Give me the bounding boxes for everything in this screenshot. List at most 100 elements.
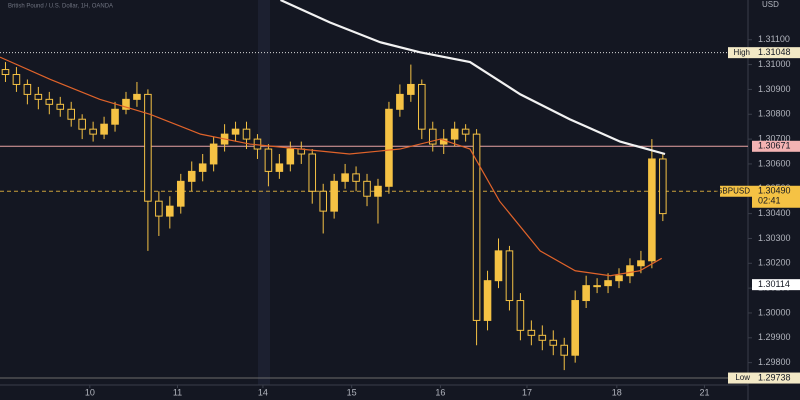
- price-tag-value: 1.30490: [758, 186, 791, 196]
- candle-body: [144, 93, 152, 202]
- y-tick-label: 1.30600: [758, 158, 791, 168]
- candle-body: [330, 180, 338, 212]
- y-tick-label: 1.29800: [758, 357, 791, 367]
- candle-body: [319, 190, 327, 212]
- candle-body: [166, 205, 174, 217]
- candle-body: [352, 173, 360, 182]
- price-tag-box: [752, 279, 800, 291]
- candle-body: [363, 180, 371, 197]
- candle-body: [604, 280, 612, 287]
- chart-title: British Pound / U.S. Dollar, 1H, OANDA: [8, 4, 113, 10]
- y-tick-label: 1.30700: [758, 133, 791, 143]
- price-tag-name-box: [720, 185, 752, 197]
- candle-body: [264, 148, 273, 172]
- candle-body: [593, 285, 601, 288]
- candle-body: [615, 275, 623, 282]
- candle-body: [78, 118, 86, 130]
- x-tick-label: 15: [347, 387, 357, 397]
- y-tick-label: 1.31100: [758, 34, 790, 44]
- x-tick-label: 17: [522, 387, 532, 397]
- price-tag-name-box: [728, 372, 752, 384]
- y-tick-label: 1.31000: [758, 59, 791, 69]
- candle-body: [461, 128, 470, 135]
- candle-body: [450, 128, 459, 140]
- candle-body: [505, 250, 514, 302]
- candle-body: [659, 158, 667, 215]
- currency-label: USD: [762, 0, 779, 9]
- candle-body: [12, 74, 21, 85]
- candle-body: [538, 334, 547, 341]
- candle-body: [483, 280, 492, 321]
- candle-body: [527, 329, 536, 336]
- price-tag-box: [752, 372, 800, 384]
- price-tag-box: [752, 140, 800, 152]
- price-tag-countdown: 02:41: [758, 196, 781, 206]
- candle-body: [187, 170, 196, 182]
- candle-body: [23, 83, 32, 95]
- candle-body: [45, 98, 54, 105]
- candle-body: [374, 185, 382, 197]
- x-tick-label: 21: [699, 387, 709, 397]
- candle-body: [516, 300, 525, 331]
- candle-body: [407, 83, 415, 95]
- candle-body: [341, 173, 349, 182]
- candle-body: [560, 344, 569, 356]
- candle-body: [100, 123, 108, 135]
- candle-body: [494, 250, 503, 282]
- candle-body: [549, 339, 558, 346]
- x-tick-label: 14: [258, 387, 268, 397]
- candle-body: [571, 300, 579, 356]
- y-tick-label: 1.30900: [758, 84, 791, 94]
- candle-body: [34, 93, 43, 100]
- candle-body: [155, 200, 163, 217]
- y-tick-label: 1.30000: [758, 307, 791, 317]
- y-tick-label: 1.29900: [758, 332, 791, 342]
- candle-body: [1, 69, 10, 76]
- candle-body: [308, 153, 317, 192]
- candle-body: [582, 285, 590, 302]
- price-tag-value: 1.29738: [758, 372, 791, 382]
- x-tick-label: 11: [173, 387, 182, 397]
- candle-body: [648, 158, 656, 262]
- candle-body: [209, 143, 218, 165]
- candle-body: [133, 93, 141, 100]
- session-band: [258, 0, 270, 385]
- candle-body: [242, 128, 251, 140]
- price-tag-value: 1.30671: [758, 141, 791, 151]
- price-tag-name: High: [734, 48, 750, 57]
- candle-body: [275, 163, 284, 172]
- price-tag-name: Low: [735, 373, 750, 382]
- moving-average: [280, 0, 666, 156]
- candle-body: [176, 180, 185, 207]
- y-tick-label: 1.30400: [758, 208, 791, 218]
- candle-body: [385, 108, 393, 187]
- candle-body: [472, 133, 481, 321]
- candle-body: [89, 128, 97, 135]
- candle-body: [637, 260, 645, 267]
- price-tag-value: 1.30114: [758, 279, 790, 289]
- candle-body: [111, 108, 119, 125]
- price-tag-name: GBPUSD: [716, 186, 750, 195]
- candle-body: [231, 128, 240, 135]
- candle-body: [286, 148, 295, 165]
- x-tick-label: 16: [435, 387, 445, 397]
- candle-body: [626, 265, 634, 277]
- price-tag-value: 1.31048: [758, 47, 791, 57]
- candle-body: [67, 108, 75, 120]
- candle-body: [418, 83, 426, 130]
- candle-body: [396, 93, 404, 110]
- y-tick-label: 1.30300: [758, 233, 791, 243]
- candle-body: [56, 103, 65, 110]
- x-tick-label: 10: [85, 387, 95, 397]
- price-tag-box: [752, 47, 800, 59]
- candle-body: [198, 163, 207, 172]
- candle-body: [122, 98, 130, 110]
- candle-body: [428, 128, 437, 145]
- moving-average: [0, 56, 663, 277]
- y-tick-label: 1.30800: [758, 109, 791, 119]
- y-tick-label: 1.30200: [758, 258, 791, 268]
- price-tag-box: [752, 185, 800, 208]
- price-tag-name-box: [728, 47, 752, 59]
